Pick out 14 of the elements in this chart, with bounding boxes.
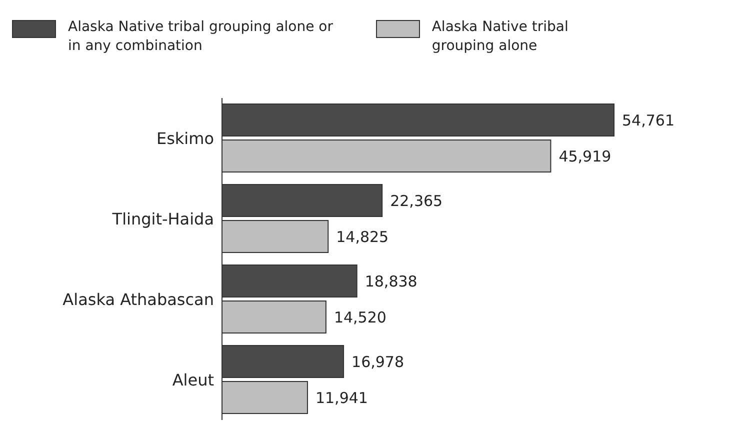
- legend-label: Alaska Native tribal grouping alone: [432, 18, 570, 56]
- y-tick-label: Aleut: [172, 370, 214, 390]
- legend-label: Alaska Native tribal grouping alone or in any combination: [68, 18, 334, 56]
- y-tick-label: Tlingit-Haida: [111, 209, 214, 228]
- data-label: 54,761: [622, 111, 674, 130]
- y-tick-label: Eskimo: [156, 128, 214, 148]
- data-label: 11,941: [315, 388, 368, 407]
- data-label: 16,978: [352, 352, 404, 371]
- y-tick-label: Alaska Athabascan: [62, 290, 214, 309]
- data-label: 14,825: [336, 228, 389, 246]
- data-label: 22,365: [390, 192, 443, 210]
- data-label: 14,520: [334, 308, 386, 326]
- data-label: 45,919: [558, 147, 612, 166]
- data-label: 18,838: [364, 272, 418, 290]
